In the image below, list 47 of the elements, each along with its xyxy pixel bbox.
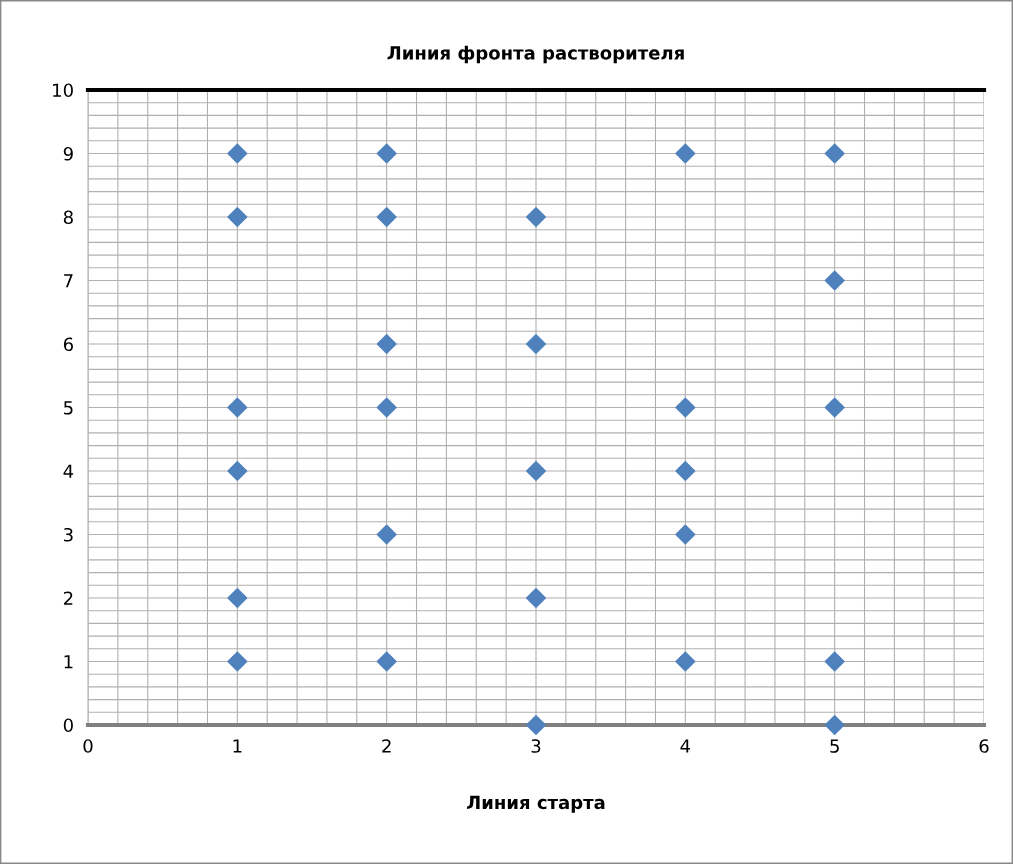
point	[376, 524, 397, 545]
x-tick-label: 4	[680, 739, 691, 753]
y-tick-label: 1	[64, 655, 73, 669]
point	[227, 587, 248, 609]
point	[376, 397, 397, 418]
y-tick-label: 0	[63, 718, 73, 733]
y-tick-label: 4	[63, 464, 74, 478]
x-axis-title: Линия старта	[467, 795, 605, 813]
point	[675, 524, 696, 545]
y-tick-label: 6	[63, 337, 73, 352]
chart-title: Линия фронта растворителя	[387, 45, 684, 64]
x-tick-label: 1	[233, 739, 242, 753]
y-tick-label: 8	[63, 210, 73, 225]
point	[525, 587, 547, 609]
point	[227, 143, 248, 164]
point	[675, 651, 696, 672]
x-tick-label: 0	[83, 739, 93, 753]
point	[525, 714, 547, 736]
point	[227, 460, 248, 482]
point	[675, 460, 696, 482]
point	[525, 460, 547, 482]
point	[376, 651, 397, 672]
x-tick-label: 5	[830, 739, 839, 753]
point	[824, 651, 845, 672]
point	[227, 206, 248, 228]
point	[675, 143, 696, 164]
point	[376, 206, 397, 228]
x-tick-label: 2	[382, 739, 391, 753]
point	[227, 651, 248, 672]
y-tick-label: 2	[63, 591, 73, 605]
point	[675, 397, 696, 418]
x-tick-label: 3	[531, 739, 541, 753]
point	[525, 333, 547, 355]
y-tick-label: 5	[64, 401, 73, 415]
y-tick-label: 7	[64, 274, 73, 288]
point	[824, 397, 845, 418]
point	[824, 143, 845, 164]
point	[376, 333, 397, 355]
y-tick-label: 10	[53, 83, 73, 98]
point	[525, 206, 547, 228]
point	[824, 270, 845, 291]
point	[227, 397, 248, 418]
point	[376, 143, 397, 164]
x-tick-label: 6	[979, 739, 989, 753]
point	[824, 714, 845, 736]
y-tick-label: 3	[64, 527, 73, 542]
y-tick-label: 9	[63, 146, 73, 161]
